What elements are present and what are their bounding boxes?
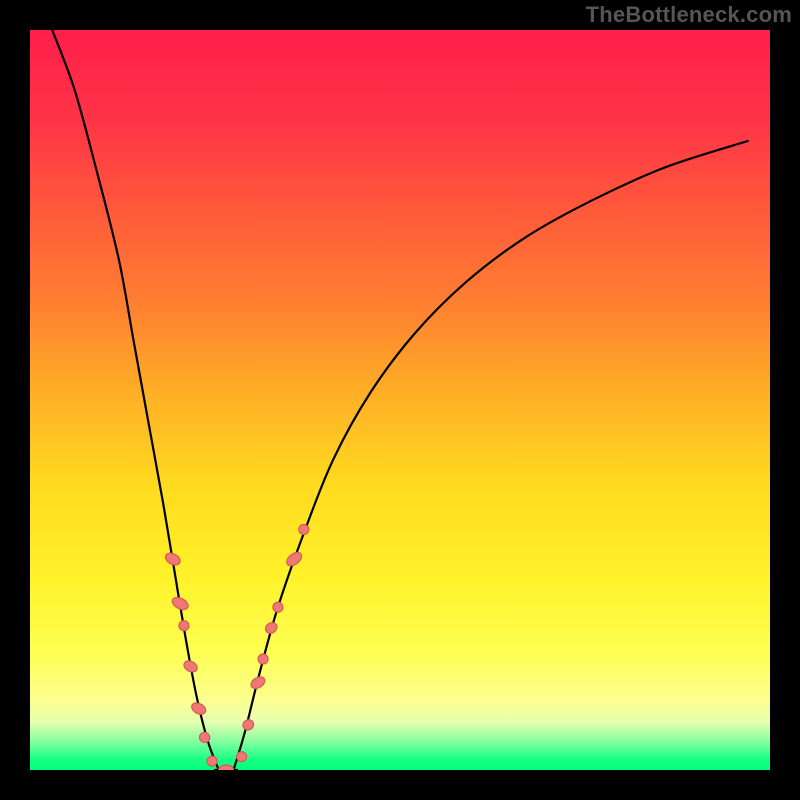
bottleneck-chart: [30, 30, 770, 770]
data-marker: [207, 756, 217, 766]
data-marker: [258, 654, 268, 664]
data-marker: [219, 765, 234, 770]
outer-frame: TheBottleneck.com: [0, 0, 800, 800]
watermark-label: TheBottleneck.com: [586, 2, 792, 28]
data-marker: [273, 602, 283, 612]
data-marker: [237, 752, 247, 762]
gradient-background: [30, 30, 770, 770]
data-marker: [179, 621, 189, 631]
data-marker: [299, 525, 309, 535]
